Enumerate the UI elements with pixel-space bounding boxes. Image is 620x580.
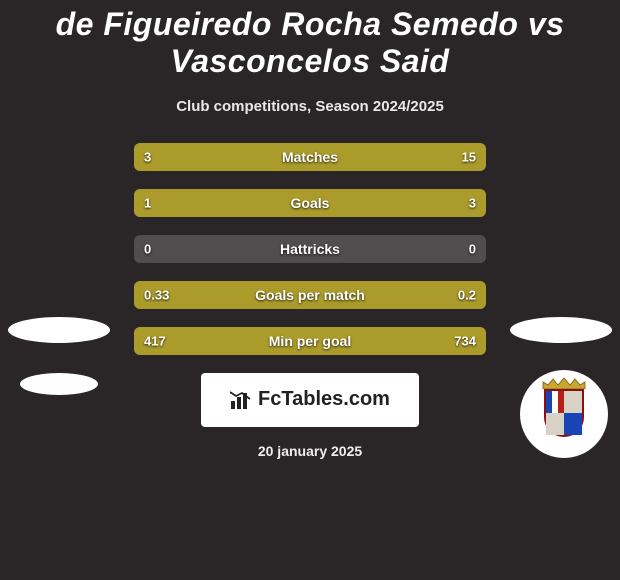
- crown-icon: [541, 377, 587, 389]
- stat-row: 315Matches: [134, 143, 486, 171]
- stat-label: Matches: [134, 149, 486, 165]
- stat-label: Min per goal: [134, 333, 486, 349]
- left-team-badge-placeholder: [20, 373, 98, 395]
- right-player-photo-placeholder: [510, 317, 612, 343]
- right-team-badge: [520, 370, 608, 458]
- title-line-1: de Figueiredo Rocha Semedo vs: [56, 6, 565, 42]
- stat-label: Goals per match: [134, 287, 486, 303]
- left-player-photo-placeholder: [8, 317, 110, 343]
- stat-row: 13Goals: [134, 189, 486, 217]
- subtitle: Club competitions, Season 2024/2025: [0, 98, 620, 115]
- stat-row: 00Hattricks: [134, 235, 486, 263]
- stats-list: 315Matches 13Goals 00Hattricks 0.330.2Goals…: [134, 143, 486, 355]
- stat-row: 417734Min per goal: [134, 327, 486, 355]
- stat-row: 0.330.2Goals per match: [134, 281, 486, 309]
- bar-chart-icon: [230, 391, 252, 409]
- footer-logo: FcTables.com: [201, 373, 419, 427]
- stat-label: Hattricks: [134, 241, 486, 257]
- page-title: de Figueiredo Rocha Semedo vs Vasconcelo…: [0, 0, 620, 84]
- footer-date: 20 january 2025: [0, 443, 620, 459]
- footer-logo-text: FcTables.com: [258, 388, 390, 411]
- content-area: 315Matches 13Goals 00Hattricks 0.330.2Goals…: [0, 143, 620, 355]
- stat-label: Goals: [134, 195, 486, 211]
- title-line-2: Vasconcelos Said: [171, 43, 450, 79]
